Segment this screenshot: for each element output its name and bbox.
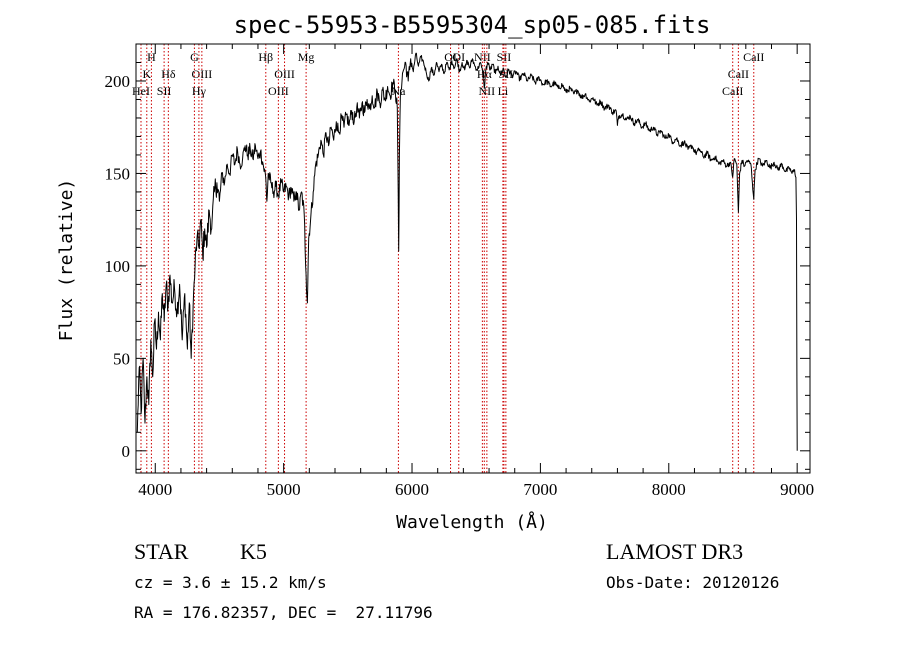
chart-title: spec-55953-B5595304_sp05-085.fits	[234, 11, 711, 39]
line-marker-label: OIII	[192, 67, 213, 81]
coordinates: RA = 176.82357, DEC = 27.11796	[134, 603, 433, 622]
series-layer	[136, 52, 798, 451]
line-marker-label: CaII	[743, 50, 764, 64]
line-marker-label: Hβ	[258, 50, 273, 64]
line-marker-label: Hα	[477, 67, 493, 81]
line-marker-label: OI	[444, 50, 457, 64]
y-tick-label: 100	[105, 257, 131, 276]
line-marker-label: SII	[499, 67, 514, 81]
line-marker-label: OI	[452, 50, 465, 64]
plot-frame	[135, 43, 811, 474]
observation-date: Obs-Date: 20120126	[606, 573, 780, 592]
line-marker-label: Mg	[298, 50, 315, 64]
line-marker-label: HeI	[132, 84, 150, 98]
y-tick-label: 50	[113, 349, 130, 368]
line-marker-label: H	[147, 50, 156, 64]
line-marker-label: SII	[157, 84, 172, 98]
line-marker-label: Li	[498, 84, 509, 98]
y-tick-label: 150	[105, 164, 131, 183]
x-tick-label: 9000	[780, 480, 814, 499]
line-marker-label: Hδ	[161, 67, 176, 81]
x-tick-label: 7000	[523, 480, 557, 499]
object-class: STAR	[134, 539, 189, 564]
x-tick-label: 4000	[138, 480, 172, 499]
y-tick-label: 200	[105, 72, 131, 91]
line-marker-label: K	[142, 67, 151, 81]
y-tick-label: 0	[122, 442, 131, 461]
object-subclass: K5	[240, 539, 267, 564]
line-marker-label: CaII	[728, 67, 749, 81]
y-axis-label: Flux (relative)	[56, 179, 77, 342]
line-marker-label: Na	[391, 84, 406, 98]
axis-ticks: 4000 5000 6000 7000 8000 9000 0 50 100 150 200	[105, 43, 814, 499]
line-marker-label: CaII	[722, 84, 743, 98]
line-marker-label: G	[190, 50, 199, 64]
spectrum-line	[136, 52, 798, 451]
line-marker-label: OIII	[274, 67, 295, 81]
line-marker-label: NII	[474, 50, 491, 64]
x-tick-label: 5000	[267, 480, 301, 499]
line-marker-label: Hγ	[192, 84, 207, 98]
line-marker-label: SII	[497, 50, 512, 64]
x-axis-label: Wavelength (Å)	[396, 511, 548, 533]
line-marker-label: NII	[479, 84, 496, 98]
x-tick-label: 6000	[395, 480, 429, 499]
survey-name: LAMOST DR3	[606, 539, 744, 564]
x-tick-label: 8000	[652, 480, 686, 499]
redshift-velocity: cz = 3.6 ± 15.2 km/s	[134, 573, 327, 592]
line-marker-label: OIII	[268, 84, 289, 98]
